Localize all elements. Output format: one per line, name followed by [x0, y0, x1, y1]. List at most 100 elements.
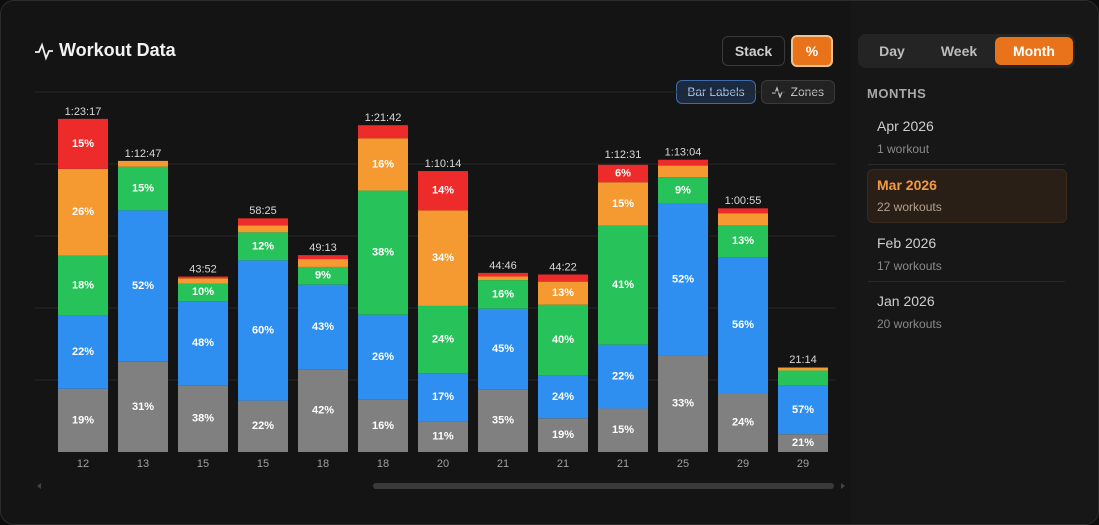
segment-label: 33% [672, 398, 694, 410]
x-tick-label: 21 [557, 458, 569, 470]
segment-label: 10% [192, 286, 214, 298]
segment-label: 22% [252, 420, 274, 432]
x-tick-label: 29 [797, 458, 809, 470]
month-label[interactable]: Jan 2026 [877, 293, 935, 309]
bar-segment [178, 276, 228, 279]
bar-segment [238, 260, 288, 401]
x-tick-label: 12 [77, 458, 89, 470]
month-label[interactable]: Mar 2026 [877, 177, 937, 193]
bar-segment [178, 283, 228, 302]
scroll-left[interactable] [37, 483, 41, 489]
stacked-bar: 33% 52% 9% [658, 159, 708, 452]
period-month[interactable]: Month [995, 37, 1073, 65]
sidebar [851, 1, 1098, 524]
x-tick-label: 29 [737, 458, 749, 470]
segment-label: 45% [492, 343, 514, 355]
bar-segment [418, 305, 468, 374]
segment-label: 40% [552, 334, 574, 346]
bar-segment [118, 361, 168, 452]
segment-label: 57% [792, 404, 814, 416]
divider [868, 164, 1065, 165]
percent-button[interactable]: % [791, 35, 833, 67]
month-label[interactable]: Feb 2026 [877, 235, 937, 251]
bar-segment [418, 171, 468, 211]
stacked-bar: 31% 52% 15% [118, 160, 168, 452]
bar-segment [58, 255, 108, 316]
bar-segment [178, 278, 228, 284]
bar-segment [478, 389, 528, 452]
bar-segment [778, 434, 828, 452]
bar-segment [298, 259, 348, 267]
segment-label: 26% [72, 206, 94, 218]
stack-button[interactable]: Stack [722, 36, 785, 66]
segment-label: 24% [552, 391, 574, 403]
x-tick-label: 15 [197, 458, 209, 470]
bar-segment [358, 399, 408, 452]
stacked-bar: 22% 60% 12% [238, 218, 288, 452]
month-count: 22 workouts [877, 200, 942, 214]
bar-segment [358, 190, 408, 315]
segment-label: 52% [672, 273, 694, 285]
month-label[interactable]: Apr 2026 [877, 118, 934, 134]
bar-segment [178, 385, 228, 452]
bar-segment [298, 255, 348, 260]
duration-label: 1:12:47 [125, 148, 162, 160]
bar-segment [538, 274, 588, 282]
bar-segment [238, 232, 288, 261]
duration-label: 1:21:42 [365, 112, 402, 124]
section-label: MONTHS [867, 86, 927, 101]
segment-label: 15% [132, 182, 154, 194]
bar-segment [358, 138, 408, 191]
segment-label: 6% [615, 167, 631, 179]
bar-segment [658, 203, 708, 356]
bar-segment [58, 388, 108, 452]
bar-segment [718, 257, 768, 394]
segment-label: 9% [315, 270, 331, 282]
scroll-right[interactable] [841, 483, 845, 489]
bar-segment [598, 164, 648, 183]
duration-label: 21:14 [789, 354, 817, 366]
x-tick-label: 13 [137, 458, 149, 470]
bar-segment [718, 208, 768, 214]
segment-label: 13% [552, 287, 574, 299]
bar-segment [658, 159, 708, 166]
segment-label: 12% [252, 240, 274, 252]
title: Workout Data [59, 40, 176, 60]
period-day[interactable]: Day [879, 43, 905, 59]
bar-segment [478, 272, 528, 277]
bar-segment [478, 308, 528, 390]
bar-segment [658, 355, 708, 452]
stacked-bar: 21% 57% [778, 367, 828, 452]
duration-label: 1:12:31 [605, 149, 642, 161]
duration-label: 1:23:17 [65, 106, 102, 118]
segment-label: 16% [372, 158, 394, 170]
stacked-bar: 11% 17% 24% 34% 14% [418, 171, 468, 452]
x-tick-label: 18 [377, 458, 389, 470]
period-week[interactable]: Week [940, 43, 978, 59]
bar-segment [598, 225, 648, 345]
bar-segment [118, 210, 168, 362]
scrollbar-thumb[interactable] [373, 483, 834, 489]
segment-label: 34% [432, 252, 454, 264]
month-count: 17 workouts [877, 259, 942, 273]
segment-label: 19% [552, 429, 574, 441]
bar-segment [298, 266, 348, 285]
segment-label: 42% [312, 405, 334, 417]
bar-segment [418, 373, 468, 422]
stacked-bar: 38% 48% 10% [178, 276, 228, 452]
bar-segment [358, 314, 408, 400]
stacked-bar: 15% 22% 41% 15% 6% [598, 164, 648, 452]
x-tick-label: 21 [497, 458, 509, 470]
divider [868, 281, 1065, 282]
x-tick-label: 15 [257, 458, 269, 470]
segment-label: 24% [732, 417, 754, 429]
segment-label: 19% [72, 414, 94, 426]
bar-segment [118, 166, 168, 211]
segment-label: 16% [372, 420, 394, 432]
bar-segment [538, 304, 588, 376]
duration-label: 44:22 [549, 261, 577, 273]
bar-segment [658, 177, 708, 204]
x-tick-label: 21 [617, 458, 629, 470]
bar-segment [718, 393, 768, 452]
segment-label: 38% [372, 247, 394, 259]
